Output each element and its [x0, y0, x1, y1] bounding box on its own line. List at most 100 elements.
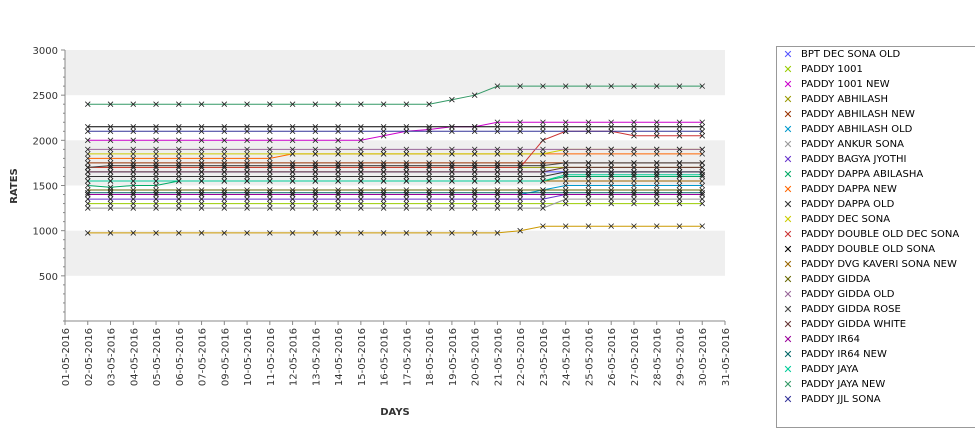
data-point	[84, 101, 91, 107]
data-point	[699, 191, 706, 198]
data-point	[471, 128, 478, 135]
data-point	[631, 191, 637, 198]
legend-label: PADDY DOUBLE OLD SONA	[801, 244, 936, 255]
data-point	[608, 200, 614, 207]
data-point	[176, 128, 182, 135]
data-point	[540, 119, 546, 126]
grid-band	[65, 50, 725, 96]
data-point	[335, 187, 341, 193]
data-point	[244, 169, 250, 175]
data-point	[631, 178, 637, 184]
data-point	[585, 223, 592, 229]
data-point	[426, 124, 432, 130]
x-tick-label: 26-05-2016	[607, 328, 618, 386]
data-point	[176, 200, 182, 207]
legend-item: ✕ PADDY IR64 NEW	[777, 347, 975, 362]
data-point	[676, 124, 683, 130]
data-point	[221, 205, 228, 211]
data-point	[494, 162, 501, 169]
data-point	[562, 151, 569, 157]
data-point	[221, 169, 228, 175]
x-tick-label: 14-05-2016	[334, 328, 345, 386]
data-point	[289, 189, 296, 196]
data-point	[585, 171, 592, 178]
data-point	[471, 173, 478, 180]
data-point	[153, 200, 159, 207]
data-point	[699, 133, 706, 139]
data-point	[471, 92, 478, 98]
data-point	[380, 187, 387, 193]
data-point	[107, 200, 114, 207]
data-point	[380, 146, 387, 153]
data-point	[153, 189, 159, 196]
data-point	[699, 171, 706, 178]
data-point	[312, 230, 319, 236]
data-point	[198, 169, 205, 175]
y-tick-label: 1000	[33, 227, 58, 238]
data-point	[153, 169, 159, 175]
data-point	[107, 196, 114, 202]
data-point	[562, 83, 569, 89]
data-point	[426, 162, 432, 169]
data-point	[358, 205, 364, 211]
data-point	[335, 189, 341, 196]
data-point	[153, 173, 159, 180]
data-point	[426, 173, 432, 180]
legend-item: ✕ PADDY DOUBLE OLD SONA	[777, 242, 975, 257]
data-point	[130, 178, 137, 184]
data-point	[403, 173, 410, 180]
data-point	[335, 128, 341, 135]
data-point	[653, 178, 660, 184]
data-point	[221, 160, 228, 166]
data-point	[471, 200, 478, 207]
legend-item: ✕ PADDY DAPPA NEW	[777, 182, 975, 197]
data-point	[176, 169, 182, 175]
data-point	[289, 128, 296, 135]
data-point	[426, 160, 432, 166]
legend-item: ✕ PADDY DAPPA ABILASHA	[777, 167, 975, 182]
data-point	[198, 205, 205, 211]
data-point	[540, 124, 546, 130]
data-point	[494, 230, 501, 236]
data-point	[335, 173, 341, 180]
data-point	[540, 205, 546, 211]
legend-item: ✕ PADDY GIDDA	[777, 272, 975, 287]
data-point	[426, 196, 432, 202]
data-point	[84, 151, 91, 157]
data-point	[84, 205, 91, 211]
data-point	[631, 169, 637, 175]
data-point	[358, 151, 364, 157]
data-point	[153, 101, 159, 107]
data-point	[221, 196, 228, 202]
data-point	[176, 191, 182, 198]
y-axis-title: RATES	[9, 168, 20, 204]
data-point	[289, 160, 296, 166]
data-point	[335, 191, 341, 198]
data-point	[562, 200, 569, 207]
data-point	[244, 124, 250, 130]
x-tick-label: 10-05-2016	[243, 328, 254, 386]
data-point	[494, 187, 501, 193]
data-point	[289, 230, 296, 236]
data-point	[358, 146, 364, 153]
legend-marker-icon: ✕	[783, 273, 793, 286]
data-point	[653, 83, 660, 89]
data-point	[84, 230, 91, 236]
data-point	[585, 169, 592, 175]
data-point	[426, 178, 432, 184]
data-point	[676, 171, 683, 178]
data-point	[449, 146, 455, 153]
data-point	[653, 171, 660, 178]
data-point	[289, 101, 296, 107]
data-point	[84, 146, 91, 153]
x-tick-label: 28-05-2016	[653, 328, 664, 386]
data-point	[267, 173, 273, 180]
legend-item: ✕ BPT DEC SONA OLD	[777, 47, 975, 62]
x-tick-label: 31-05-2016	[721, 328, 732, 386]
data-point	[699, 124, 706, 130]
data-point	[221, 155, 228, 162]
data-point	[517, 227, 523, 234]
legend-label: PADDY DEC SONA	[801, 214, 891, 225]
data-point	[267, 162, 273, 169]
data-point	[676, 191, 683, 198]
